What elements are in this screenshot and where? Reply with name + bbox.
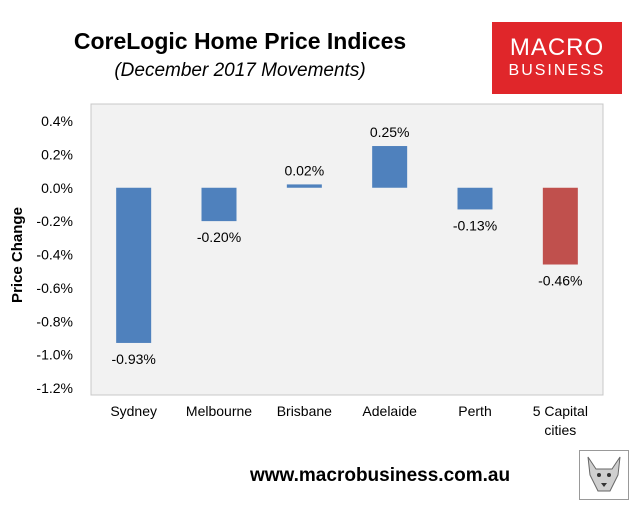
x-tick-label: Sydney [110,403,157,419]
data-label: -0.46% [538,273,582,289]
bar [286,184,322,188]
macrobusiness-logo: MACRO BUSINESS [492,22,622,94]
y-tick-label: -1.2% [36,380,73,396]
y-tick-label: -0.8% [36,313,73,329]
y-tick-label: -0.4% [36,247,73,263]
x-tick-label: Adelaide [362,403,417,419]
y-tick-label: 0.2% [41,146,73,162]
data-label: 0.25% [370,124,410,140]
plot-area [90,103,604,396]
chart-title: CoreLogic Home Price Indices [73,28,407,54]
x-tick-label: Brisbane [277,403,332,419]
x-tick-label: 5 Capital cities [533,403,588,438]
logo-line1: MACRO [509,34,605,61]
chart-subtitle: (December 2017 Movements) [114,60,366,81]
bar [457,187,493,210]
x-tick-label: Melbourne [186,403,252,419]
y-tick-label: 0.0% [41,180,73,196]
data-label: 0.02% [284,162,324,178]
y-tick-label: -0.6% [36,280,73,296]
bar [542,187,578,265]
bar [116,187,152,343]
data-label: -0.20% [197,229,241,245]
bar [201,187,237,222]
data-label: -0.93% [111,351,155,367]
data-label: -0.13% [453,217,497,233]
bar [372,146,408,188]
website-url: www.macrobusiness.com.au [250,465,511,486]
wolf-icon [579,450,629,500]
y-axis-label: Price Change [9,207,26,303]
y-tick-label: -1.0% [36,347,73,363]
logo-line2: BUSINESS [508,62,606,79]
x-tick-label: Perth [458,403,491,419]
y-tick-label: 0.4% [41,113,73,129]
y-tick-label: -0.2% [36,213,73,229]
